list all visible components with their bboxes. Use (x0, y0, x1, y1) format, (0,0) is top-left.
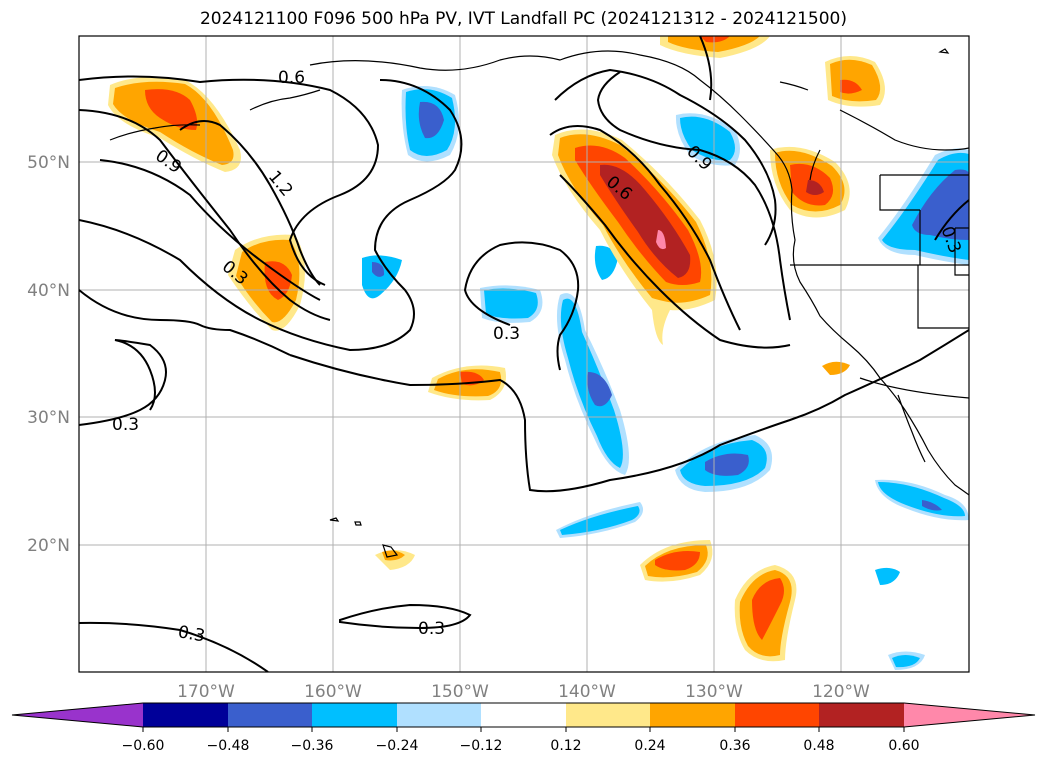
colorbar-segment (228, 703, 312, 727)
colorbar-segment (312, 703, 397, 727)
colorbar-segment (143, 703, 228, 727)
colorbar-segment (566, 703, 650, 727)
lon-label: 120°W (812, 682, 870, 702)
shaded-fields (108, 36, 969, 670)
colorbar-extend-left (12, 703, 143, 727)
lat-label: 30°N (27, 408, 70, 428)
colorbar-tick-label: −0.24 (376, 738, 419, 754)
lon-label: 170°W (177, 682, 235, 702)
colorbar-segment (735, 703, 819, 727)
lat-label: 20°N (27, 536, 70, 556)
map-area: 0.6 0.9 1.2 0.3 0.6 0.9 0.3 0.3 0.3 0.3 … (79, 36, 969, 672)
colorbar-tick-label: 0.36 (719, 738, 750, 754)
contour-label: 0.9 (151, 146, 185, 178)
contour-label: 0.3 (493, 324, 520, 344)
contour-label: 0.6 (278, 68, 305, 88)
colorbar-tick-label: −0.12 (460, 738, 503, 754)
map-title: 2024121100 F096 500 hPa PV, IVT Landfall… (199, 9, 847, 29)
contour-label: 1.2 (264, 167, 297, 201)
colorbar-tick-label: −0.36 (291, 738, 334, 754)
colorbar-segment (819, 703, 904, 727)
contour-label: 0.3 (418, 619, 445, 639)
longitude-labels: 170°W 160°W 150°W 140°W 130°W 120°W (177, 682, 870, 702)
colorbar-extend-right (904, 703, 1035, 727)
pv-contours (79, 36, 969, 672)
colorbar-segment (481, 703, 566, 727)
latitude-labels: 50°N 40°N 30°N 20°N (27, 153, 70, 556)
coastlines (109, 48, 969, 558)
map-frame (78, 35, 970, 673)
lon-label: 130°W (685, 682, 743, 702)
lon-label: 160°W (304, 682, 362, 702)
lat-label: 50°N (27, 153, 70, 173)
colorbar-tick-label: −0.60 (122, 738, 165, 754)
colorbar-tick-label: 0.12 (550, 738, 581, 754)
colorbar-tick-label: 0.48 (803, 738, 834, 754)
lat-label: 40°N (27, 281, 70, 301)
colorbar-segment (650, 703, 735, 727)
colorbar-tick-label: −0.48 (207, 738, 250, 754)
lon-label: 140°W (558, 682, 616, 702)
lon-label: 150°W (431, 682, 489, 702)
colorbar-tick-label: 0.60 (888, 738, 919, 754)
colorbar-segment (397, 703, 481, 727)
contour-label: 0.3 (112, 415, 139, 435)
colorbar: −0.60 −0.48 −0.36 −0.24 −0.12 0.12 0.24 … (11, 702, 1036, 754)
colorbar-tick-label: 0.24 (634, 738, 665, 754)
contour-label: 0.3 (176, 622, 206, 646)
